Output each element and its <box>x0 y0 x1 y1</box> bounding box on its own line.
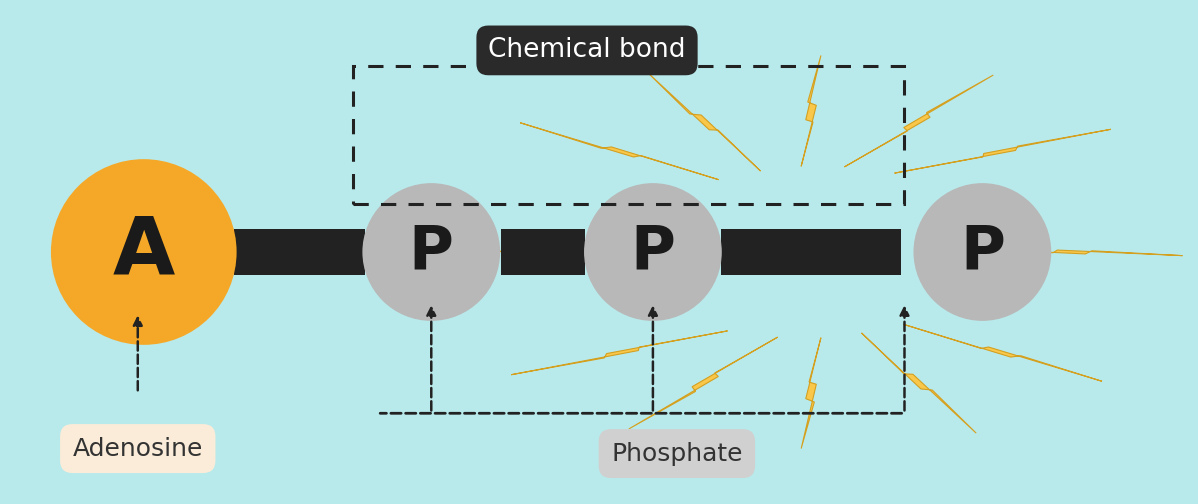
Polygon shape <box>512 331 727 375</box>
Text: Chemical bond: Chemical bond <box>489 37 685 64</box>
Bar <box>721 229 901 275</box>
Polygon shape <box>861 333 976 433</box>
Polygon shape <box>440 248 655 256</box>
Text: P: P <box>409 222 454 282</box>
Ellipse shape <box>913 183 1052 321</box>
Polygon shape <box>520 123 719 179</box>
Bar <box>501 229 585 275</box>
Bar <box>234 229 365 275</box>
Text: Adenosine: Adenosine <box>73 436 202 461</box>
Text: Phosphate: Phosphate <box>611 442 743 466</box>
Ellipse shape <box>50 159 237 345</box>
Polygon shape <box>903 325 1102 381</box>
Text: A: A <box>113 213 175 291</box>
Polygon shape <box>801 338 821 449</box>
Polygon shape <box>646 71 761 171</box>
Polygon shape <box>967 248 1182 256</box>
Polygon shape <box>895 129 1111 173</box>
Ellipse shape <box>585 183 721 321</box>
Text: P: P <box>630 222 676 282</box>
Polygon shape <box>801 55 821 166</box>
Polygon shape <box>629 337 778 429</box>
Ellipse shape <box>362 183 501 321</box>
Polygon shape <box>845 75 993 167</box>
Text: P: P <box>960 222 1005 282</box>
